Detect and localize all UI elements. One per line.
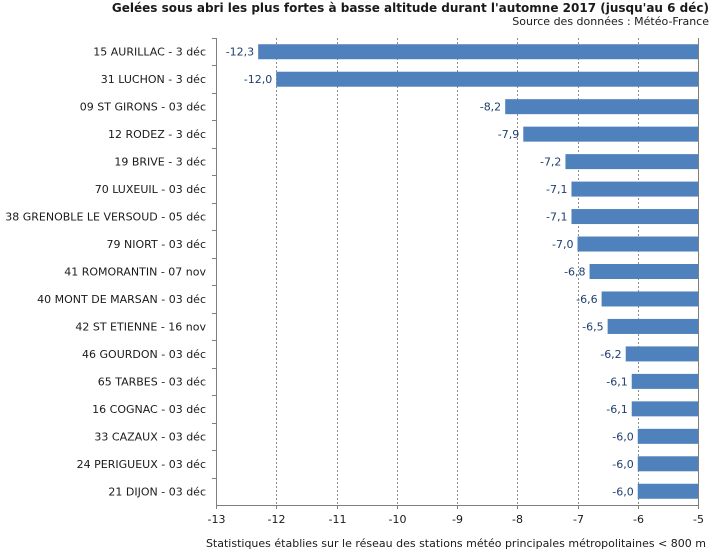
bar bbox=[601, 291, 698, 307]
category-label: 33 CAZAUX - 03 déc bbox=[94, 430, 206, 443]
category-label: 46 GOURDON - 03 déc bbox=[82, 348, 206, 361]
category-label: 42 ST ETIENNE - 16 nov bbox=[75, 320, 206, 333]
bar bbox=[589, 264, 698, 279]
category-label: 41 ROMORANTIN - 07 nov bbox=[64, 266, 206, 279]
bar bbox=[607, 318, 698, 334]
category-label: 16 COGNAC - 03 déc bbox=[92, 403, 206, 416]
x-tick-label: -11 bbox=[329, 513, 347, 526]
value-label: -7,2 bbox=[540, 156, 561, 169]
x-tick-label: -13 bbox=[208, 513, 226, 526]
x-tick-label: -6 bbox=[633, 513, 644, 526]
bar bbox=[571, 181, 698, 197]
value-label: -6,8 bbox=[564, 266, 585, 279]
value-label: -7,0 bbox=[552, 238, 573, 251]
value-label: -6,0 bbox=[612, 485, 633, 498]
value-label: -6,1 bbox=[606, 375, 627, 388]
category-label: 70 LUXEUIL - 03 déc bbox=[95, 183, 206, 196]
bar bbox=[577, 236, 698, 252]
value-label: -12,3 bbox=[226, 46, 254, 59]
axes bbox=[212, 38, 699, 509]
x-tick-label: -7 bbox=[573, 513, 584, 526]
bar bbox=[625, 346, 698, 362]
x-tick-label: -8 bbox=[512, 513, 523, 526]
category-label: 38 GRENOBLE LE VERSOUD - 05 déc bbox=[5, 211, 206, 224]
category-label: 15 AURILLAC - 3 déc bbox=[93, 46, 206, 59]
chart-title: Gelées sous abri les plus fortes à basse… bbox=[111, 1, 709, 15]
value-label: -6,6 bbox=[576, 293, 597, 306]
category-label: 79 NIORT - 03 déc bbox=[107, 238, 206, 251]
bar bbox=[523, 126, 698, 142]
bar bbox=[276, 71, 698, 87]
value-label: -7,9 bbox=[498, 128, 519, 141]
category-label: 24 PERIGUEUX - 03 déc bbox=[77, 458, 206, 471]
bar bbox=[571, 209, 698, 225]
x-tick-label: -12 bbox=[268, 513, 286, 526]
bar bbox=[631, 373, 698, 389]
bar bbox=[637, 456, 698, 472]
value-label: -6,5 bbox=[582, 320, 603, 333]
bar bbox=[258, 44, 698, 60]
value-label: -8,2 bbox=[480, 101, 501, 114]
x-tick-label: -9 bbox=[452, 513, 463, 526]
value-label: -6,1 bbox=[606, 403, 627, 416]
category-label: 19 BRIVE - 3 déc bbox=[114, 156, 206, 169]
x-tick-label: -10 bbox=[389, 513, 407, 526]
category-label: 21 DIJON - 03 déc bbox=[108, 485, 206, 498]
chart-source: Source des données : Météo-France bbox=[512, 15, 709, 28]
bar bbox=[505, 99, 698, 115]
category-label: 09 ST GIRONS - 03 déc bbox=[80, 101, 206, 114]
bar bbox=[637, 483, 698, 499]
value-label: -12,0 bbox=[244, 73, 272, 86]
bar bbox=[565, 154, 698, 170]
category-label: 40 MONT DE MARSAN - 03 déc bbox=[37, 293, 206, 306]
x-tick-label: -5 bbox=[693, 513, 704, 526]
category-label: 31 LUCHON - 3 déc bbox=[101, 73, 206, 86]
value-label: -7,1 bbox=[546, 183, 567, 196]
bars bbox=[258, 44, 698, 499]
bar bbox=[637, 428, 698, 444]
bar bbox=[631, 401, 698, 417]
category-label: 12 RODEZ - 3 déc bbox=[108, 128, 206, 141]
chart-footnote: Statistiques établies sur le réseau des … bbox=[205, 537, 706, 550]
value-label: -6,2 bbox=[600, 348, 621, 361]
category-label: 65 TARBES - 03 déc bbox=[98, 375, 206, 388]
value-label: -7,1 bbox=[546, 211, 567, 224]
value-label: -6,0 bbox=[612, 458, 633, 471]
value-label: -6,0 bbox=[612, 430, 633, 443]
labels: -13 -12 -11 -10 -9 -8 -7 -6 -5 15 AURILLAC - 3 dé… bbox=[5, 46, 704, 526]
